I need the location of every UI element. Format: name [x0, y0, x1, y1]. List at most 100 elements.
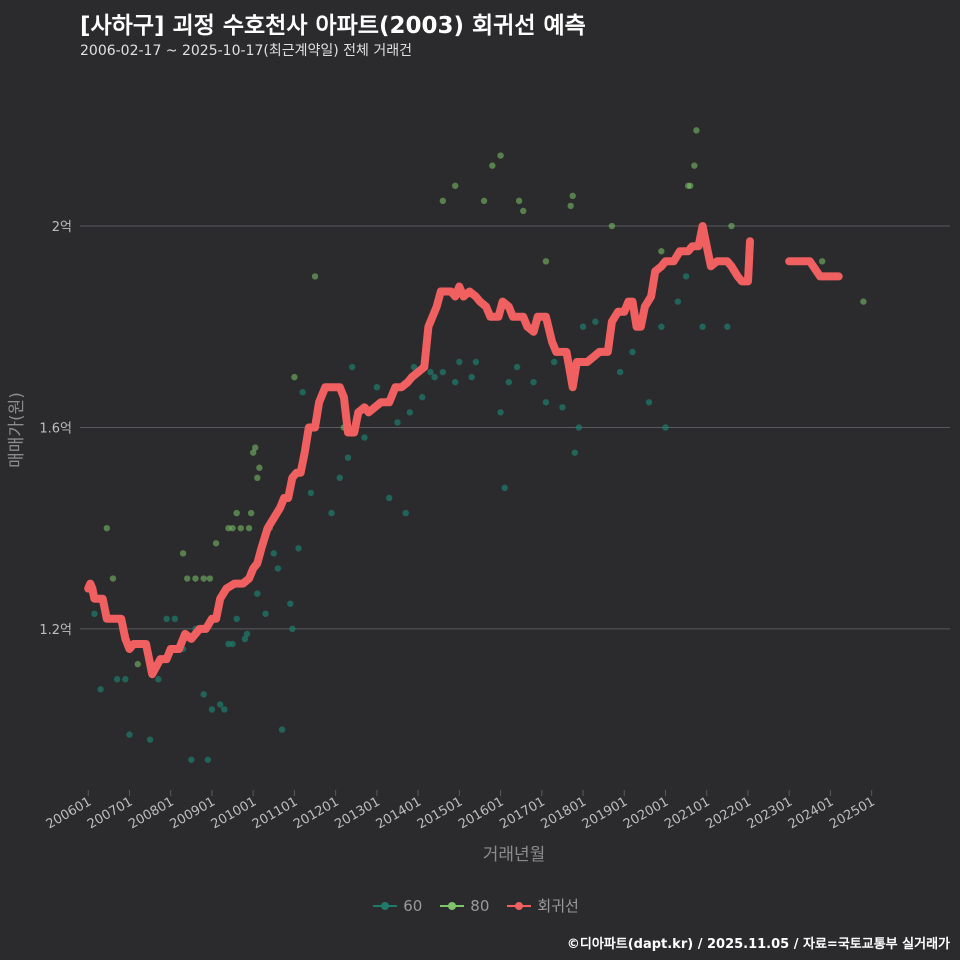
source-caption: ©디아파트(dapt.kr) / 2025.11.05 / 자료=국토교통부 실… — [566, 937, 950, 952]
point-60 — [439, 368, 447, 376]
x-tick-label: 202001 — [621, 794, 671, 832]
point-80 — [520, 207, 527, 215]
point-60 — [348, 363, 356, 371]
point-80 — [311, 273, 319, 280]
x-tick-label: 200801 — [126, 794, 176, 832]
point-60 — [295, 545, 302, 552]
chart-title: [사하구] 괴정 수호천사 아파트(2003) 회귀선 예측 — [80, 13, 586, 39]
legend-key-80 — [440, 900, 465, 912]
point-80 — [658, 248, 665, 255]
point-80 — [237, 524, 245, 532]
point-60 — [406, 409, 414, 416]
x-tick-label: 201701 — [497, 794, 547, 832]
series-60-points — [89, 273, 731, 763]
point-80 — [247, 509, 255, 517]
point-60 — [97, 686, 104, 693]
point-80 — [254, 474, 261, 482]
y-tick-label: 2억 — [52, 220, 72, 235]
point-60 — [91, 610, 98, 617]
point-60 — [204, 756, 212, 763]
legend-key-regression — [507, 900, 532, 912]
x-tick-label: 201301 — [332, 794, 382, 832]
point-60 — [662, 424, 669, 431]
point-60 — [146, 736, 154, 743]
point-80 — [567, 202, 574, 210]
point-60 — [579, 323, 587, 330]
legend: 60 80 회귀선 — [0, 895, 960, 916]
x-tick-label: 200601 — [44, 794, 94, 832]
point-60 — [592, 318, 599, 325]
point-60 — [419, 394, 426, 401]
x-tick-label: 201201 — [291, 794, 341, 832]
point-60 — [559, 404, 566, 411]
point-60 — [452, 378, 459, 386]
point-80 — [184, 575, 191, 582]
regression-segment — [785, 257, 843, 281]
point-80 — [206, 575, 214, 582]
point-60 — [307, 489, 315, 497]
point-60 — [361, 434, 368, 441]
point-80 — [497, 152, 504, 159]
point-60 — [216, 701, 224, 708]
legend-item-regression: 회귀선 — [507, 895, 579, 916]
point-60 — [270, 550, 277, 557]
point-60 — [328, 509, 335, 517]
point-80 — [608, 222, 616, 230]
point-60 — [472, 358, 480, 366]
legend-label-80: 80 — [470, 896, 490, 915]
point-60 — [254, 590, 261, 597]
point-60 — [274, 565, 282, 572]
point-60 — [287, 600, 294, 607]
point-80 — [192, 575, 199, 582]
gridlines — [80, 225, 950, 630]
point-60 — [126, 731, 133, 738]
point-60 — [431, 373, 438, 381]
point-60 — [221, 706, 228, 713]
point-60 — [200, 691, 207, 698]
point-60 — [468, 373, 475, 381]
legend-key-60 — [373, 900, 398, 912]
x-tick-label: 201501 — [415, 794, 465, 832]
point-60 — [299, 389, 306, 396]
legend-label-60: 60 — [403, 896, 423, 915]
regression-segment — [84, 222, 754, 679]
point-60 — [278, 726, 286, 733]
point-80 — [439, 197, 447, 205]
point-60 — [344, 454, 352, 461]
x-tick-label: 201401 — [374, 794, 424, 832]
point-80 — [818, 258, 826, 265]
legend-item-80: 80 — [440, 897, 489, 915]
chart-subtitle: 2006-02-17 ~ 2025-10-17(최근계약일) 전체 거래건 — [80, 43, 412, 59]
x-tick-label: 202301 — [745, 794, 795, 832]
point-80 — [452, 182, 459, 189]
x-tick-label: 201801 — [539, 794, 589, 832]
point-80 — [693, 127, 700, 134]
point-80 — [728, 222, 735, 230]
point-60 — [530, 378, 537, 386]
point-80 — [860, 298, 867, 305]
x-tick-label: 200701 — [85, 794, 135, 832]
point-60 — [163, 615, 170, 623]
point-60 — [402, 509, 409, 517]
regression-line — [84, 222, 843, 679]
series-80-points — [87, 127, 867, 668]
point-80 — [480, 197, 488, 205]
point-80 — [489, 162, 496, 169]
x-tick-label: 200901 — [167, 794, 217, 832]
point-60 — [262, 610, 269, 617]
point-80 — [200, 575, 207, 582]
axis-ticks: 1.2억 1.6억 2억 200601200701200801200901201001… — [39, 220, 877, 832]
point-80 — [256, 464, 263, 471]
point-60 — [243, 630, 251, 638]
point-60 — [550, 358, 558, 366]
point-60 — [241, 635, 249, 643]
y-tick-label: 1.2억 — [39, 623, 72, 638]
point-60 — [373, 383, 381, 391]
legend-label-regression: 회귀선 — [537, 897, 579, 915]
point-80 — [245, 524, 253, 532]
point-80 — [515, 197, 523, 205]
point-60 — [616, 368, 624, 376]
point-60 — [497, 409, 504, 416]
point-60 — [336, 474, 343, 482]
